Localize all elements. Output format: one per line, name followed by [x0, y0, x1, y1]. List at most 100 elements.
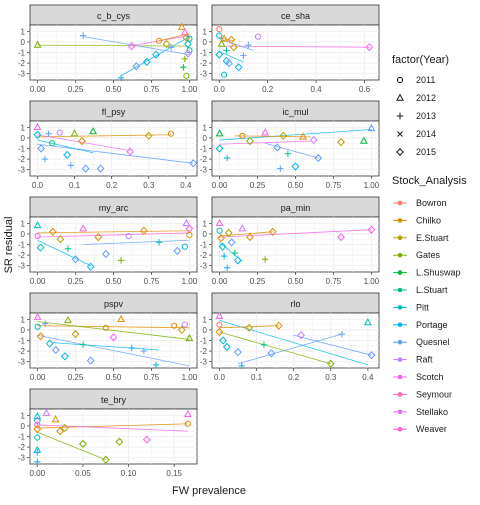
x-tick-label: 0.10	[121, 469, 137, 478]
data-point	[215, 327, 224, 337]
data-point	[109, 333, 118, 342]
x-tick-label: 0.25	[68, 277, 84, 286]
x-tick-label: 0.75	[144, 373, 160, 382]
data-point	[223, 264, 231, 271]
data-point	[64, 315, 72, 324]
facet-panel-c-b-cys: c_b_cys -3 -2-1 0 1 0.00 0.25 0.50 0.75 1.00	[18, 4, 198, 94]
legend-key-dot	[397, 200, 403, 206]
x-tick-label: 1.00	[182, 85, 198, 94]
trend-line	[52, 342, 160, 351]
legend-key	[397, 131, 403, 137]
y-tick-label: -2	[18, 59, 26, 68]
data-point	[48, 227, 57, 236]
data-point	[173, 246, 182, 255]
data-point	[79, 224, 88, 232]
x-tick-label: 0.75	[326, 181, 342, 190]
data-point	[96, 164, 105, 173]
x-tick-label: 0.05	[75, 469, 91, 478]
data-point	[51, 345, 60, 355]
trend-line	[37, 321, 190, 340]
facet-title: te_bry	[101, 395, 127, 405]
legend-label: 2015	[416, 147, 436, 157]
data-point	[79, 341, 87, 348]
legend-key-dot	[397, 409, 403, 415]
trend-line	[83, 36, 190, 56]
legend-label: Pitt	[416, 302, 430, 312]
trend-line	[83, 239, 190, 245]
y-tick-label: -2	[18, 155, 26, 164]
y-tick-label: 1	[21, 315, 26, 324]
data-point	[180, 27, 189, 36]
data-point	[227, 35, 236, 44]
data-point	[167, 44, 175, 51]
data-point	[273, 143, 282, 152]
y-tick-label: 1	[21, 219, 26, 228]
data-point	[184, 49, 192, 58]
x-tick-label: 0.1	[251, 373, 263, 382]
data-point	[117, 74, 125, 82]
x-tick-label: 0.3	[143, 181, 155, 190]
y-tick-label: -2	[200, 347, 208, 356]
y-tick-label: 0	[21, 38, 26, 47]
facet-panel-te-bry: te_bry -3 -2-1 0 1 0.00 0.05 0.10 0.15	[18, 388, 198, 478]
data-point	[215, 50, 224, 59]
data-point	[216, 32, 223, 39]
y-tick-label: -3	[200, 70, 208, 79]
data-point	[338, 330, 346, 338]
data-point	[183, 72, 190, 79]
data-point	[367, 351, 376, 360]
legend-title: Stock_Analysis	[392, 175, 467, 187]
data-point	[234, 63, 243, 72]
data-point	[171, 322, 178, 329]
x-tick-label: 0.25	[250, 181, 266, 190]
data-point	[181, 55, 189, 63]
legend-label: E.Stuart	[416, 233, 449, 243]
legend-key-dot	[397, 287, 403, 293]
data-point	[367, 225, 376, 234]
data-point	[34, 421, 41, 428]
trend-line	[234, 135, 311, 138]
y-tick-label: -1	[18, 433, 26, 442]
data-point	[143, 57, 151, 67]
x-tick-label: 0.4	[180, 181, 192, 190]
x-tick-label: 0.0	[32, 181, 44, 190]
x-tick-label: 0.00	[30, 85, 46, 94]
y-tick-label: -1	[200, 337, 208, 346]
data-point	[186, 231, 193, 239]
data-point	[34, 434, 41, 441]
y-tick-label: -1	[200, 145, 208, 154]
legend-key-dot	[397, 218, 403, 223]
data-point	[337, 232, 345, 242]
trend-line	[37, 134, 172, 138]
legend-key	[396, 147, 404, 157]
data-point	[45, 339, 54, 348]
y-tick-label: 0	[21, 230, 26, 239]
data-point	[41, 320, 49, 327]
data-point	[215, 129, 224, 137]
data-point	[102, 324, 110, 331]
data-point	[216, 227, 223, 234]
trend-line	[219, 229, 372, 238]
x-tick-label: 1.00	[182, 277, 198, 286]
data-point	[261, 128, 270, 136]
x-tick-label: 0.25	[250, 277, 266, 286]
data-point	[365, 43, 374, 52]
y-tick-label: -2	[18, 251, 26, 260]
data-point	[140, 347, 148, 355]
data-point	[152, 361, 160, 369]
data-point	[33, 40, 42, 48]
facet-title: rlo	[290, 299, 300, 309]
trend-line	[37, 431, 106, 461]
data-point	[359, 136, 368, 144]
y-tick-label: -1	[18, 49, 26, 58]
data-point	[61, 352, 69, 361]
data-point	[309, 135, 318, 145]
x-tick-label: 0.2	[106, 181, 118, 190]
legend-key	[396, 93, 404, 101]
legend-label: Chilko	[416, 215, 441, 225]
data-point	[155, 239, 163, 246]
data-point	[222, 342, 231, 351]
data-point	[181, 243, 188, 250]
data-point	[224, 228, 233, 237]
